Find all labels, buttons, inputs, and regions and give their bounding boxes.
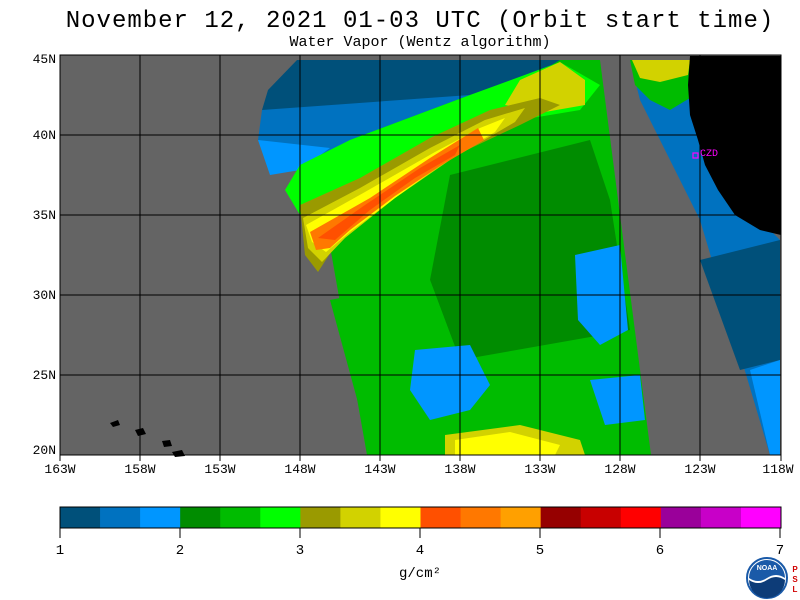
colorbar-swatch-9	[380, 507, 421, 528]
psl-letter-s: S	[792, 575, 798, 584]
lon-label-138w: 138W	[444, 462, 476, 477]
colorbar-swatch-16	[660, 507, 702, 528]
station-label: CZD	[700, 149, 718, 160]
lon-label-133w: 133W	[524, 462, 556, 477]
lon-label-118w: 118W	[762, 462, 794, 477]
lon-label-148w: 148W	[284, 462, 316, 477]
lat-label-20n: 20N	[32, 443, 56, 458]
lat-label-40n: 40N	[32, 128, 56, 143]
colorbar-swatch-18	[740, 507, 782, 528]
colorbar-swatch-2	[100, 507, 141, 528]
satellite-swath-coastal	[630, 60, 780, 455]
colorbar-label-6: 6	[655, 543, 665, 559]
lat-label-30n: 30N	[32, 288, 56, 303]
colorbar	[60, 507, 782, 528]
colorbar-swatch-13	[540, 507, 582, 528]
lon-label-158w: 158W	[124, 462, 156, 477]
lat-lon-grid	[60, 55, 781, 455]
lat-label-35n: 35N	[32, 208, 56, 223]
colorbar-swatch-4	[180, 507, 221, 528]
colorbar-swatch-17	[700, 507, 742, 528]
psl-letter-p: P	[792, 565, 798, 574]
land-california	[688, 56, 781, 235]
lon-label-128w: 128W	[604, 462, 636, 477]
colorbar-swatch-14	[580, 507, 622, 528]
lon-label-143w: 143W	[364, 462, 396, 477]
chart-title: November 12, 2021 01-03 UTC (Orbit start…	[65, 8, 775, 35]
colorbar-swatch-7	[300, 507, 341, 528]
colorbar-label-2: 2	[175, 543, 185, 559]
colorbar-label-3: 3	[295, 543, 305, 559]
colorbar-swatch-12	[500, 507, 542, 528]
lon-ticks	[59, 455, 782, 461]
lon-label-163w: 163W	[44, 462, 76, 477]
noaa-logo: NOAA P S L	[746, 557, 798, 599]
colorbar-label-5: 5	[535, 543, 545, 559]
colorbar-swatch-1	[60, 507, 101, 528]
colorbar-label-1: 1	[55, 543, 65, 559]
colorbar-swatch-8	[340, 507, 381, 528]
chart-subtitle: Water Vapor (Wentz algorithm)	[289, 34, 551, 51]
colorbar-swatch-5	[220, 507, 261, 528]
colorbar-swatch-3	[140, 507, 181, 528]
colorbar-ticks	[59, 528, 781, 538]
lon-label-123w: 123W	[684, 462, 716, 477]
colorbar-label-4: 4	[415, 543, 425, 559]
lon-label-153w: 153W	[204, 462, 236, 477]
lat-label-25n: 25N	[32, 368, 56, 383]
noaa-logo-text: NOAA	[757, 565, 778, 572]
colorbar-swatch-15	[620, 507, 662, 528]
colorbar-swatch-11	[460, 507, 502, 528]
colorbar-swatch-6	[260, 507, 301, 528]
colorbar-swatch-10	[420, 507, 462, 528]
psl-letter-l: L	[793, 585, 798, 594]
colorbar-units: g/cm²	[398, 566, 441, 582]
colorbar-label-7: 7	[775, 543, 785, 559]
lat-label-45n: 45N	[32, 52, 56, 67]
station-marker	[692, 152, 699, 159]
satellite-swath-main	[258, 60, 651, 455]
map-border	[59, 54, 782, 456]
